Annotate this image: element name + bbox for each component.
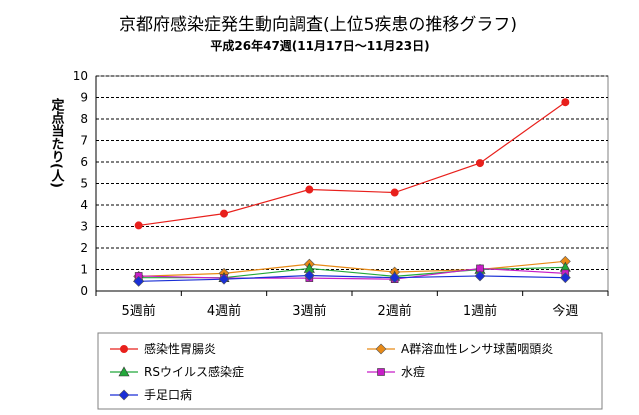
x-tick-label: 5週前: [122, 303, 156, 319]
legend-swatch-marker: [120, 345, 128, 353]
data-point: [389, 272, 401, 284]
data-point: [561, 98, 570, 107]
y-axis-label: 定点当たり(人): [49, 97, 66, 187]
chart-title: 京都府感染症発生動向調査(上位5疾患の推移グラフ): [119, 15, 517, 35]
data-point: [305, 185, 314, 194]
legend-swatch-marker: [118, 366, 130, 377]
y-tick-label: 0: [80, 284, 88, 298]
y-tick-label: 9: [80, 91, 88, 105]
y-tick-label: 1: [80, 263, 88, 277]
x-tick-label: 2週前: [378, 303, 412, 319]
y-tick-label: 2: [80, 241, 88, 255]
y-tick-label: 3: [80, 220, 88, 234]
x-tick-label: 今週: [552, 303, 578, 319]
series-line-5: [138, 274, 566, 282]
x-tick-label: 4週前: [207, 303, 241, 319]
y-tick-label: 5: [80, 177, 88, 191]
y-tick-label: 7: [80, 134, 88, 148]
data-point: [559, 272, 571, 284]
data-point: [474, 270, 486, 282]
legend-swatch-marker: [375, 343, 387, 355]
legend-label: 感染性胃腸炎: [144, 341, 216, 356]
data-point: [218, 273, 230, 285]
legend-frame: [97, 332, 603, 410]
data-point: [476, 159, 484, 168]
y-tick-label: 4: [80, 198, 88, 212]
legend-label: RSウイルス感染症: [144, 364, 244, 379]
data-point: [303, 270, 315, 281]
legend-swatch-marker: [118, 389, 130, 401]
x-tick-label: 1週前: [463, 303, 497, 319]
legend-label: A群溶血性レンサ球菌咽頭炎: [401, 341, 553, 356]
data-point: [133, 275, 145, 287]
y-tick-label: 8: [80, 112, 88, 126]
series-line-1: [138, 101, 566, 227]
legend-label: 手足口病: [144, 387, 192, 402]
x-tick-label: 3週前: [292, 303, 326, 319]
series-line-4: [138, 267, 566, 280]
plot-area: 0 1 2 3 4 5 6 7 8 9 10 5週前 4週前 3週前 2週前 1週前 今週 定点当たり(人): [49, 69, 609, 319]
y-tick-label: 10: [73, 69, 88, 83]
data-point: [220, 209, 228, 218]
data-point: [134, 221, 143, 230]
chart-subtitle: 平成26年47週(11月17日～11月23日): [210, 38, 429, 53]
data-point: [390, 188, 399, 197]
legend-label: 水痘: [401, 364, 425, 379]
legend-swatch-marker: [377, 368, 385, 376]
series-line-2: [138, 260, 566, 277]
y-tick-label: 6: [80, 155, 88, 169]
